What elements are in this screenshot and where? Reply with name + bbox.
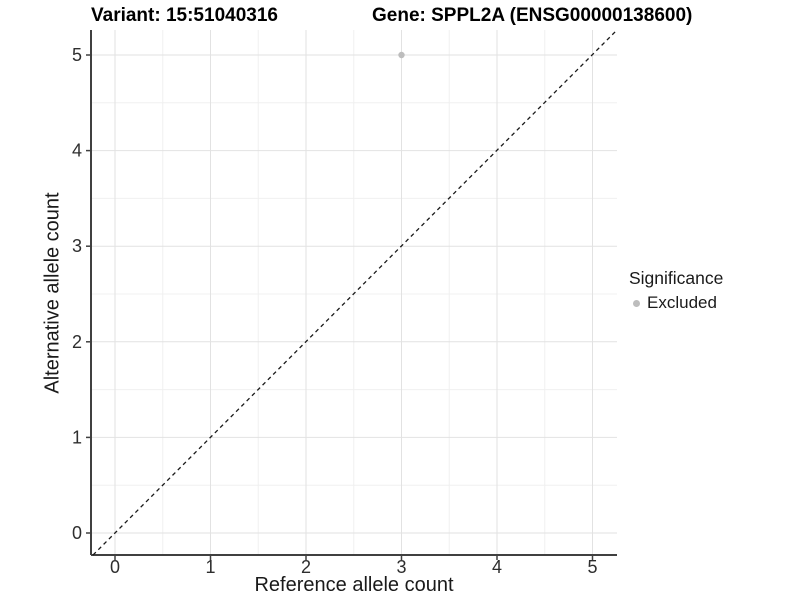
y-axis-title: Alternative allele count xyxy=(41,192,64,394)
data-point-excluded xyxy=(398,51,405,59)
gene-title: Gene: SPPL2A (ENSG00000138600) xyxy=(372,5,693,26)
data-points xyxy=(398,51,405,59)
x-tick-label: 3 xyxy=(396,557,406,577)
x-tick-label: 1 xyxy=(205,557,215,577)
identity-line xyxy=(92,29,618,556)
x-axis-tick-labels: 0 1 2 3 4 5 xyxy=(110,557,598,577)
axis-lines xyxy=(90,30,617,556)
y-tick-label: 3 xyxy=(72,236,82,256)
x-tick-label: 0 xyxy=(110,557,120,577)
x-tick-label: 5 xyxy=(587,557,597,577)
legend-title: Significance xyxy=(629,268,724,288)
y-tick-label: 1 xyxy=(72,427,82,447)
major-gridlines xyxy=(91,30,617,555)
legend-item-excluded: Excluded xyxy=(629,293,723,313)
x-tick-label: 4 xyxy=(492,557,502,577)
identity-dashed-line xyxy=(92,29,618,556)
y-axis-tick-labels: 0 1 2 3 4 5 xyxy=(72,45,82,543)
y-tick-label: 4 xyxy=(72,141,82,161)
legend: Significance Excluded xyxy=(629,268,723,313)
legend-item-label: Excluded xyxy=(647,293,717,312)
tick-marks xyxy=(86,54,594,560)
y-tick-label: 2 xyxy=(72,332,82,352)
y-tick-label: 5 xyxy=(72,45,82,65)
excluded-point-icon xyxy=(633,299,640,307)
variant-title: Variant: 15:51040316 xyxy=(91,5,278,26)
minor-gridlines xyxy=(91,30,617,555)
x-axis-title: Reference allele count xyxy=(254,574,454,596)
y-tick-label: 0 xyxy=(72,523,82,543)
x-tick-label: 2 xyxy=(301,557,311,577)
